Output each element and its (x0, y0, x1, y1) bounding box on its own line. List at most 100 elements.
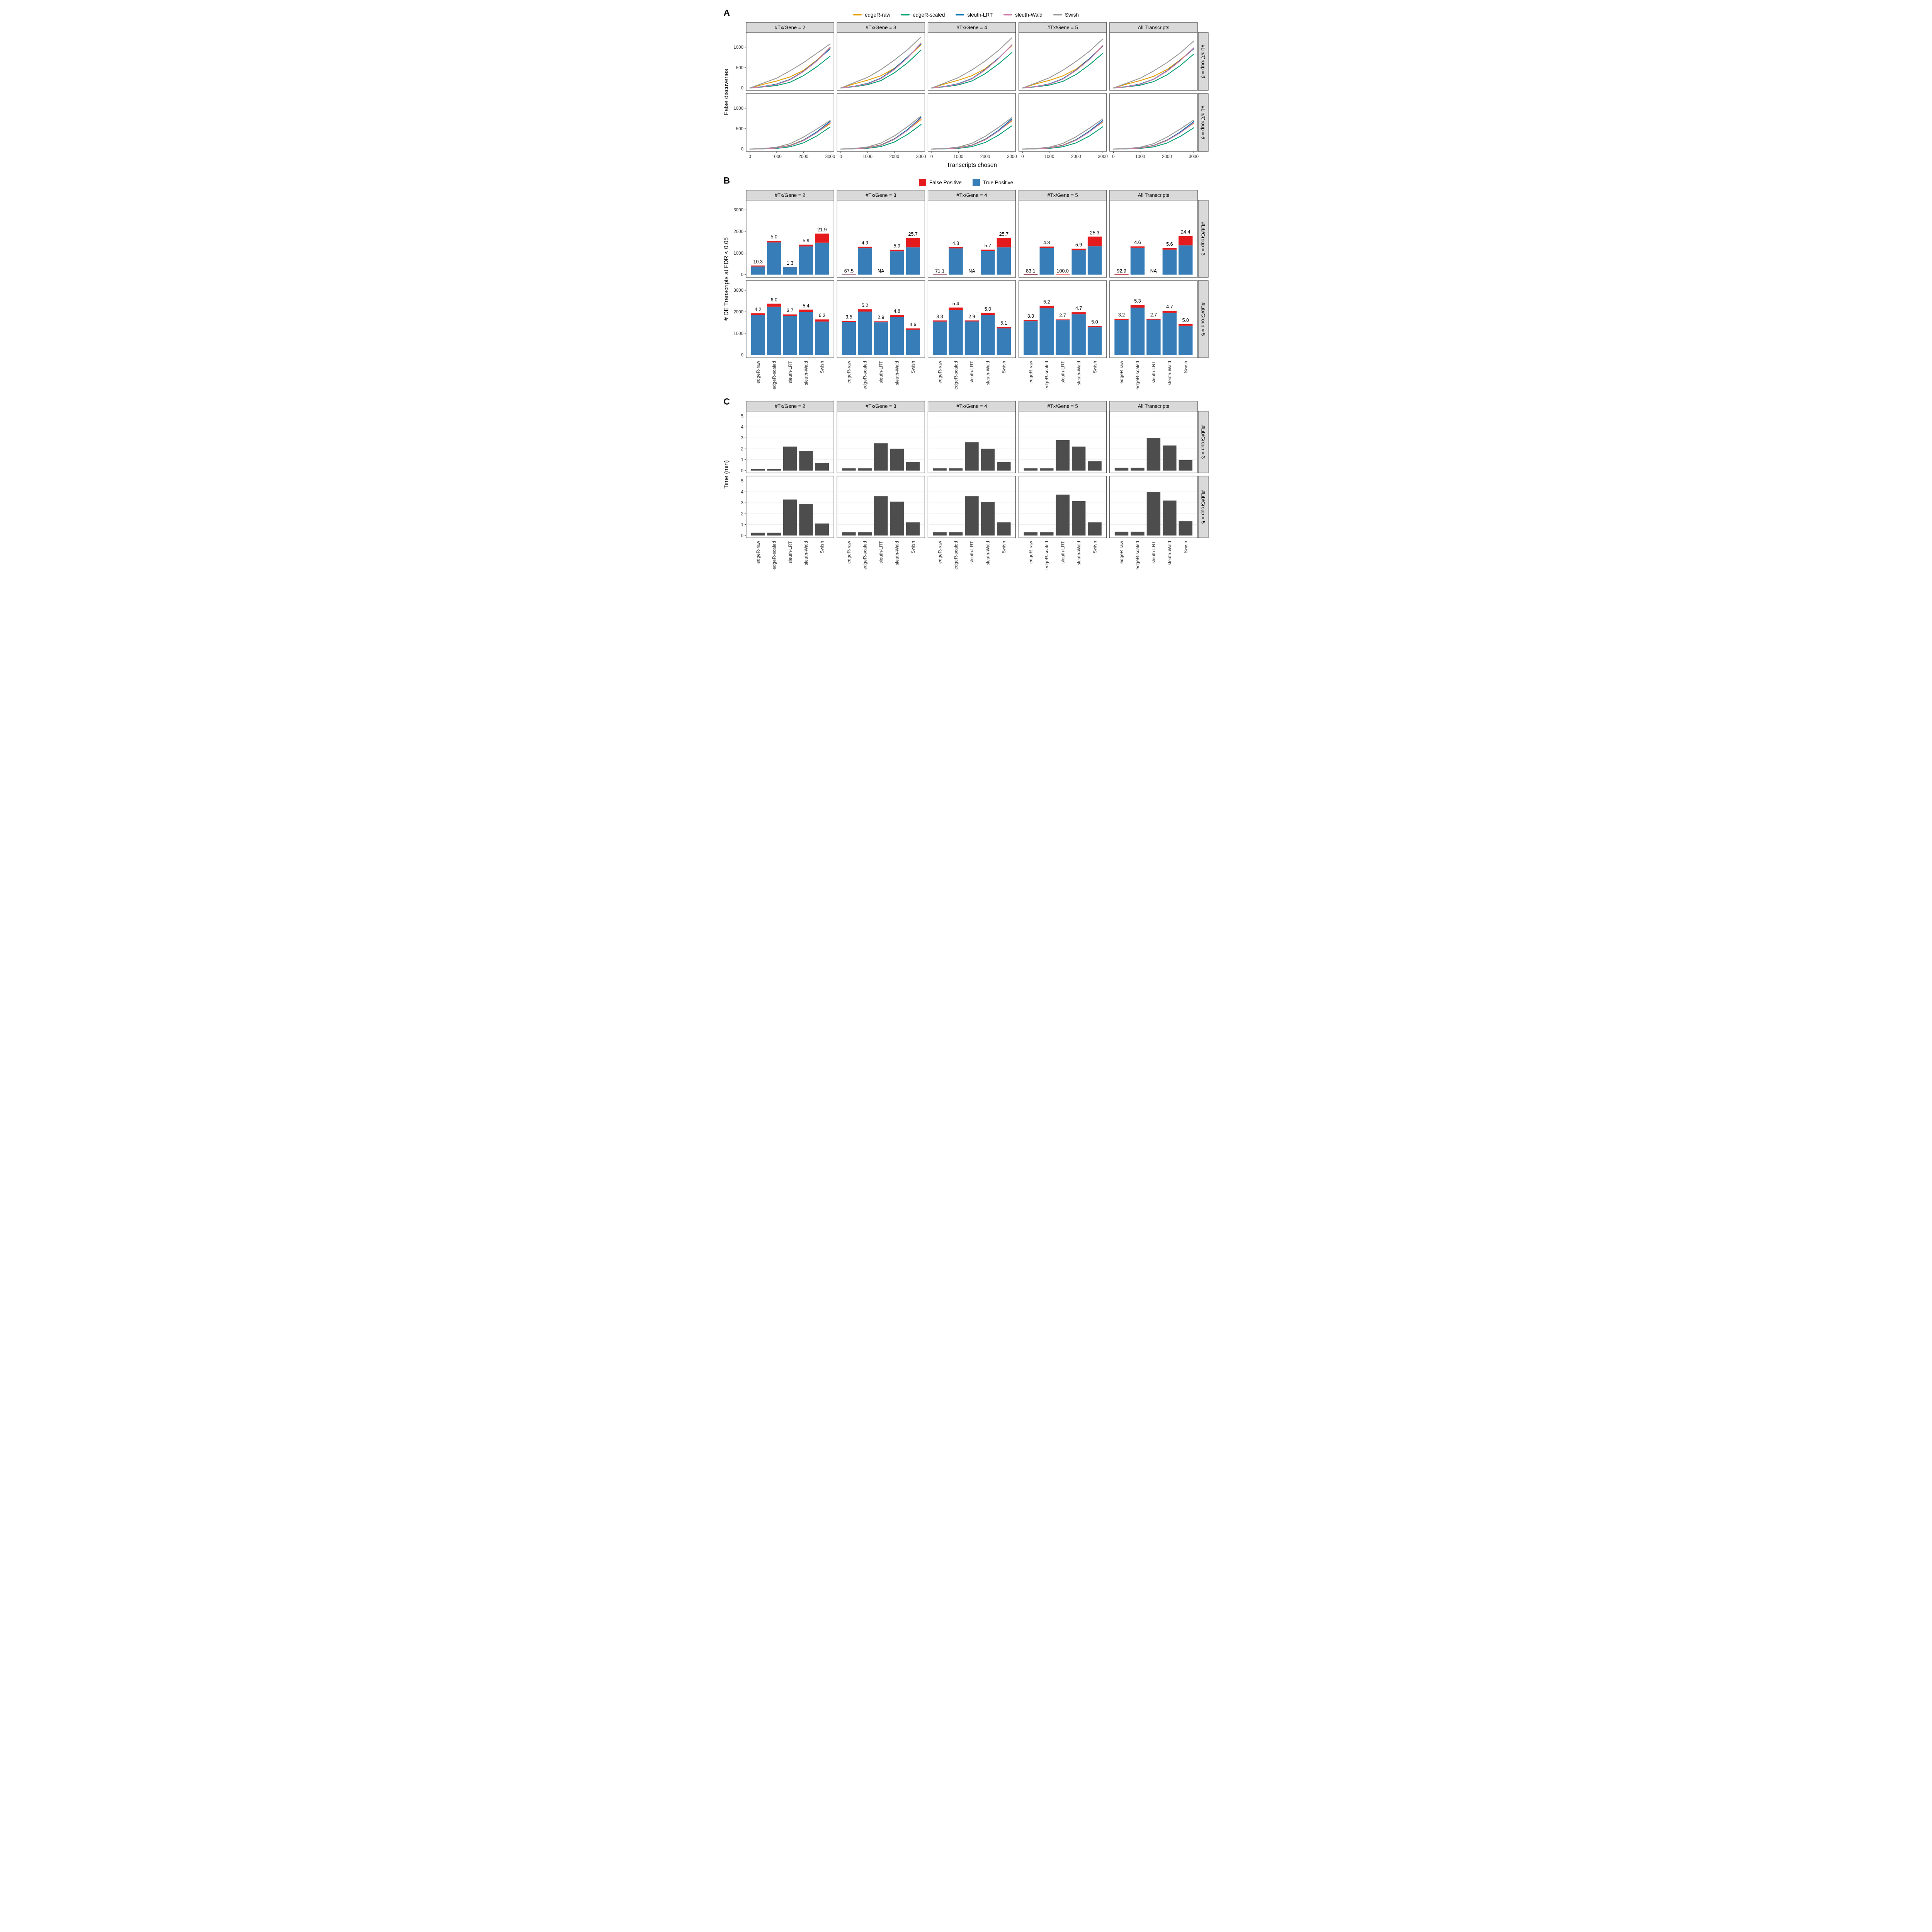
x-tick-label: 1000 (862, 155, 872, 159)
panel-a-letter: A (723, 8, 730, 18)
y-tick-label: 1 (741, 458, 743, 463)
time-bar (890, 449, 904, 471)
true-positive-bar (857, 311, 872, 355)
bar-value-label: 21.9 (817, 227, 827, 233)
facet-panel-border (746, 476, 834, 538)
row-strip-label: #Lib/Group = 5 (1200, 490, 1206, 524)
x-tick-label: 0 (1021, 155, 1024, 159)
method-line-legend: edgeR-raw edgeR-scaled sleuth-LRT sleuth… (853, 12, 1079, 18)
false-positive-bar (1146, 318, 1161, 320)
facet-panel-border (837, 411, 925, 473)
false-positive-bar (889, 250, 904, 252)
panel-c-letter: C (723, 396, 730, 406)
line-series-Swish (1022, 118, 1103, 150)
x-tick-label: 3000 (1007, 155, 1017, 159)
y-tick-label: 0 (741, 469, 743, 473)
true-positive-bar (948, 310, 963, 355)
facet-strip-label: #Tx/Gene = 5 (1047, 192, 1078, 198)
false-positive-bar (1130, 305, 1145, 308)
true-positive-bar (857, 248, 872, 275)
time-bar-chart: #Tx/Gene = 2 #Tx/Gene = 3 #Tx/Gene = 4 #Tx/… (723, 401, 1208, 570)
edger-scaled-line-swatch (901, 14, 910, 15)
y-tick-label: 500 (736, 66, 743, 70)
line-series-Swish (840, 36, 922, 88)
false-positive-bar (1071, 248, 1086, 250)
time-bar (751, 469, 765, 471)
false-positive-bar (1055, 274, 1070, 275)
true-positive-bar (842, 274, 856, 275)
facet-strip (837, 401, 925, 412)
x-tick-label: 0 (839, 155, 842, 159)
bar-value-label: 5.0 (770, 234, 777, 240)
false-positive-bar (842, 321, 856, 322)
facet-strip (927, 401, 1016, 412)
false-positive-bar (767, 241, 781, 243)
x-tick-label: 0 (930, 155, 932, 159)
bar-value-label: 71.1 (935, 269, 944, 274)
x-category-label: edgeR-scaled (1135, 541, 1140, 570)
row-strip-label: #Lib/Group = 3 (1200, 222, 1206, 255)
true-positive-bar (889, 317, 904, 355)
true-positive-bar (1130, 307, 1145, 355)
facet-strip-label: All Transcripts (1138, 192, 1169, 198)
line-series-Swish (749, 43, 831, 88)
time-bar (767, 469, 781, 471)
legend-item-edger-scaled: edgeR-scaled (901, 12, 945, 18)
bar-value-label: 5.9 (803, 238, 809, 243)
x-category-label: sleuth-Wald (985, 361, 990, 385)
x-category-label: sleuth-LRT (787, 541, 793, 563)
y-tick-label: 2000 (733, 310, 743, 315)
x-tick-label: 1000 (1044, 155, 1054, 159)
bar-value-label: 5.4 (952, 301, 959, 306)
facet-strip-label: #Tx/Gene = 4 (956, 192, 987, 198)
time-bar (1024, 468, 1037, 471)
bar-value-label: 3.3 (936, 314, 943, 319)
x-category-label: edgeR-scaled (953, 361, 958, 389)
x-tick-label: 0 (748, 155, 751, 159)
x-category-label: edgeR-scaled (862, 541, 867, 570)
y-axis-title: False discoveries (723, 69, 730, 115)
time-bar (997, 522, 1011, 536)
false-positive-bar (874, 321, 888, 323)
time-bar (1087, 461, 1102, 471)
line-series-Swish (1112, 119, 1194, 150)
time-bar (815, 523, 829, 536)
legend-label: sleuth-LRT (967, 12, 993, 18)
true-positive-bar (782, 316, 797, 355)
x-category-label: sleuth-LRT (1060, 541, 1065, 563)
false-positive-bar (948, 307, 963, 310)
de-transcripts-stacked-bar-chart: #Tx/Gene = 2 #Tx/Gene = 3 #Tx/Gene = 4 #Tx/… (723, 190, 1208, 389)
row-strip-label: #Lib/Group = 5 (1200, 303, 1206, 336)
legend-label: False Positive (929, 179, 962, 185)
bar-value-label: 5.3 (1134, 298, 1141, 304)
time-bar (997, 462, 1011, 471)
panel-a-section: A edgeR-raw edgeR-scaled sleuth-LRT sleu… (720, 8, 1213, 171)
x-category-label: sleuth-Wald (894, 541, 900, 565)
false-positive-bar (815, 233, 829, 243)
x-tick-label: 3000 (916, 155, 926, 159)
facet-panel (927, 32, 1016, 91)
y-axis-title: Time (min) (723, 460, 730, 488)
bar-value-label: NA (968, 269, 975, 274)
false-positive-bar (997, 327, 1011, 328)
bar-value-label: 4.6 (909, 322, 916, 327)
x-category-label: edgeR-raw (755, 361, 760, 384)
x-tick-label: 1000 (772, 155, 782, 159)
true-positive-bar (932, 321, 947, 355)
facet-strip-label: #Tx/Gene = 4 (956, 25, 987, 31)
legend-label: Swish (1065, 12, 1079, 18)
false-positive-bar (857, 309, 872, 312)
false-positive-bar (782, 314, 797, 316)
x-category-label: edgeR-scaled (771, 541, 777, 570)
y-tick-label: 0 (741, 86, 743, 91)
facet-panel-border (837, 476, 925, 538)
x-category-label: sleuth-LRT (878, 541, 884, 563)
sleuth-wald-line-swatch (1003, 14, 1012, 15)
time-bar (1179, 521, 1192, 536)
bar-value-label: 2.9 (968, 314, 975, 319)
line-series-Swish (840, 116, 922, 150)
facet-panel (837, 32, 925, 91)
x-tick-label: 1000 (1135, 155, 1145, 159)
true-positive-bar (782, 267, 797, 275)
true-positive-bar (815, 321, 829, 355)
